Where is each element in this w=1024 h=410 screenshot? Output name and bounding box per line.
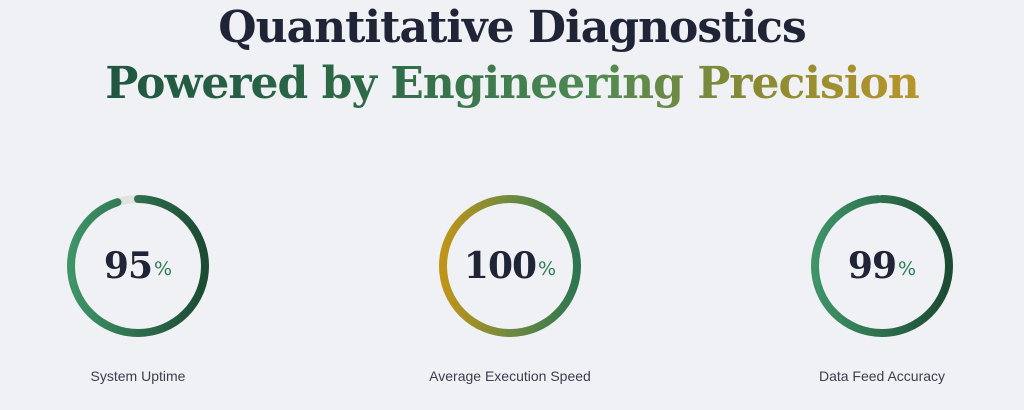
stat-number: 100 <box>463 245 537 287</box>
stat-value: 95% <box>64 192 212 340</box>
progress-ring: 99% <box>808 192 956 340</box>
progress-ring: 100% <box>436 192 584 340</box>
stat-system-uptime: 95% System Uptime <box>28 192 248 384</box>
stat-unit: % <box>154 258 173 280</box>
section-subtitle-text: Powered by Engineering Precision <box>105 58 920 109</box>
progress-ring: 95% <box>64 192 212 340</box>
stat-value: 100% <box>436 192 584 340</box>
section-subtitle: Powered by Engineering Precision <box>0 62 1024 106</box>
section-title: Quantitative Diagnostics <box>218 2 806 53</box>
stat-value: 99% <box>808 192 956 340</box>
stat-average-execution-speed: 100% Average Execution Speed <box>400 192 620 384</box>
stat-unit: % <box>898 258 917 280</box>
stat-label: Data Feed Accuracy <box>818 368 946 384</box>
stat-unit: % <box>538 258 557 280</box>
progress-ring-graphic <box>439 195 581 337</box>
progress-arc <box>811 195 953 337</box>
progress-arc <box>439 195 581 337</box>
progress-arc <box>67 195 209 337</box>
progress-ring-graphic <box>67 195 209 337</box>
stat-number: 95 <box>103 245 153 287</box>
stat-data-feed-accuracy: 99% Data Feed Accuracy <box>772 192 992 384</box>
stat-label: Average Execution Speed <box>429 368 591 384</box>
stat-number: 99 <box>847 245 897 287</box>
progress-ring-graphic <box>811 195 953 337</box>
stat-label: System Uptime <box>90 368 186 384</box>
